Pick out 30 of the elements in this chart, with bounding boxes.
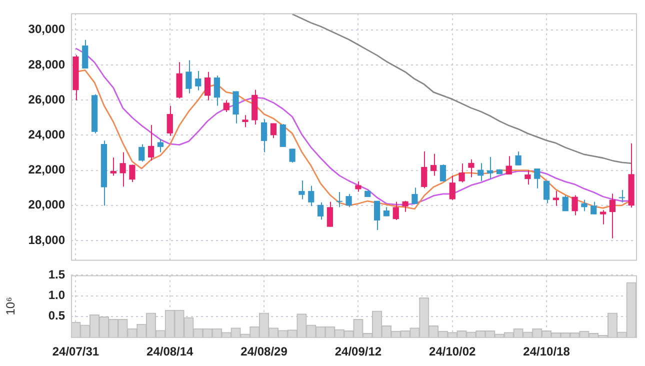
candlestick	[458, 162, 465, 183]
candlestick	[120, 152, 126, 188]
y-tick-label: 1.0	[48, 288, 66, 302]
y-tick-label: 28,000	[28, 57, 66, 72]
x-tick-label: 24/10/02	[429, 344, 476, 359]
x-tick-label: 24/07/31	[52, 344, 100, 359]
x-tick-label: 24/08/29	[240, 344, 288, 359]
y-axis-title: 10⁶	[4, 296, 18, 316]
y-tick-label: 0.5	[48, 308, 66, 323]
candlestick	[628, 142, 634, 208]
y-tick-label: 26,000	[28, 92, 66, 106]
candlestick	[72, 54, 79, 101]
y-tick-label: 22,000	[28, 162, 66, 177]
y-tick-label: 24,000	[28, 127, 66, 142]
candlestick	[515, 151, 522, 166]
candlestick	[298, 180, 305, 200]
y-tick-label: 1.5	[48, 268, 66, 282]
y-tick-label: 18,000	[28, 232, 66, 247]
x-tick-label: 24/10/18	[523, 344, 570, 359]
candlestick	[346, 193, 352, 208]
y-tick-label: 30,000	[28, 22, 66, 36]
candlestick	[186, 60, 192, 94]
candlestick	[468, 158, 474, 178]
candlestick	[242, 114, 248, 128]
x-tick-label: 24/09/12	[334, 344, 382, 359]
candlestick	[289, 148, 296, 164]
y-tick-label: 20,000	[28, 198, 66, 212]
candlestick	[412, 187, 418, 204]
x-tick-label: 24/08/14	[146, 344, 194, 359]
candlestick	[600, 210, 606, 225]
